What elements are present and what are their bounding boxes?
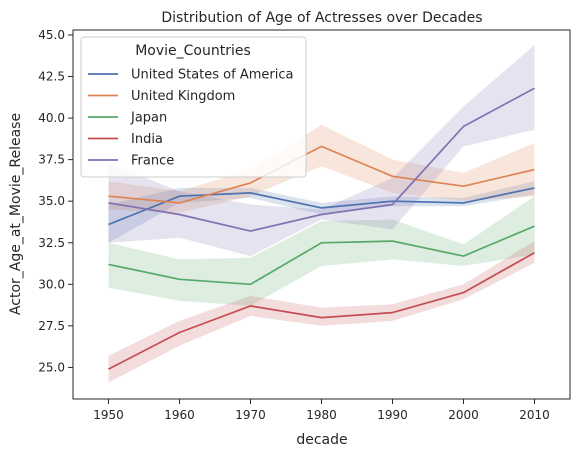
legend-label-united-kingdom: United Kingdom (131, 89, 235, 104)
y-tick-label: 45.0 (38, 28, 65, 42)
y-tick-label: 32.5 (38, 236, 65, 250)
legend-items: United States of America United Kingdom Ja… (88, 68, 293, 169)
x-tick-label: 2010 (519, 408, 550, 422)
legend-title: Movie_Countries (135, 43, 251, 59)
y-tick-label: 35.0 (38, 194, 65, 208)
legend: Movie_Countries United States of America… (80, 36, 307, 178)
band-united-kingdom (108, 124, 535, 213)
legend-label-japan: Japan (130, 111, 167, 126)
band-japan (108, 196, 535, 306)
y-tick-label: 27.5 (38, 319, 65, 333)
x-tick-label: 1950 (93, 408, 124, 422)
y-tick-label: 30.0 (38, 277, 65, 291)
x-tick-label: 1980 (306, 408, 337, 422)
confidence-bands (108, 45, 535, 383)
x-tick-label: 1990 (377, 408, 408, 422)
legend-label-france: France (131, 154, 174, 169)
legend-box (80, 36, 307, 178)
x-axis-label: decade (296, 432, 347, 448)
chart-title: Distribution of Age of Actresses over De… (161, 10, 482, 26)
band-france (108, 45, 535, 257)
band-united-states-of-america (108, 181, 535, 243)
y-axis: 25.0 27.5 30.0 32.5 35.0 37.5 40.0 42.5 45.0 (38, 28, 73, 374)
y-tick-label: 37.5 (38, 153, 65, 167)
y-tick-label: 40.0 (38, 111, 65, 125)
band-india (108, 241, 535, 383)
x-tick-label: 1970 (235, 408, 266, 422)
y-tick-label: 25.0 (38, 360, 65, 374)
x-tick-label: 1960 (164, 408, 195, 422)
series-lines (108, 87, 535, 370)
y-tick-label: 42.5 (38, 70, 65, 84)
y-axis-label: Actor_Age_at_Movie_Release (8, 113, 24, 315)
x-axis: 1950 1960 1970 1980 1990 2000 2010 (93, 399, 550, 422)
legend-label-india: India (131, 132, 163, 147)
legend-label-united-states-of-america: United States of America (131, 68, 293, 83)
x-tick-label: 2000 (448, 408, 479, 422)
